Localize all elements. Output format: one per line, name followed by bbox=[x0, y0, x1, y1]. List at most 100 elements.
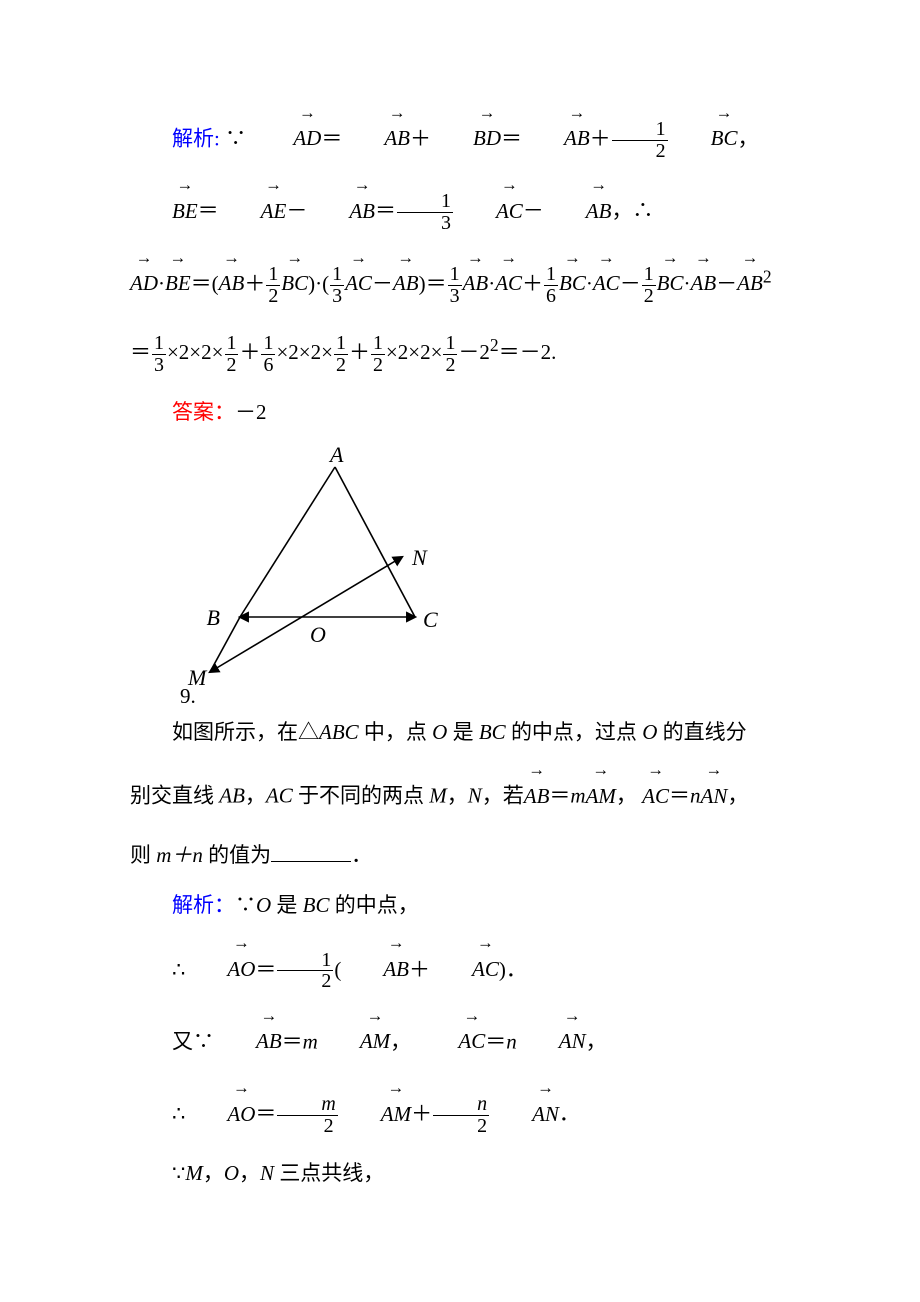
vec-BC: BC bbox=[281, 245, 308, 317]
fill-blank bbox=[271, 848, 351, 862]
fraction: 13 bbox=[152, 333, 166, 376]
separator: ， bbox=[737, 126, 758, 150]
text-N: N bbox=[260, 1161, 274, 1185]
text: ×2×2× bbox=[386, 340, 443, 364]
text-O: O bbox=[642, 720, 657, 744]
var-m: m bbox=[303, 1029, 318, 1053]
text-BC: BC bbox=[479, 720, 506, 744]
text: 的中点， bbox=[330, 893, 419, 917]
vec-BC: BC bbox=[669, 100, 738, 172]
eq: ＝ bbox=[255, 957, 276, 981]
because-symbol: ∵ bbox=[225, 126, 246, 150]
vec-AB: AB bbox=[524, 757, 550, 829]
label-A: A bbox=[328, 447, 344, 467]
fraction: n2 bbox=[433, 1094, 489, 1137]
vec-AC: AC bbox=[642, 757, 669, 829]
fraction: 12 bbox=[612, 119, 668, 162]
fraction: 12 bbox=[371, 333, 385, 376]
label-analysis: 解析： bbox=[172, 893, 235, 917]
text-BC: BC bbox=[303, 893, 330, 917]
sup: 2 bbox=[490, 335, 499, 355]
label-C: C bbox=[423, 607, 438, 632]
sep: ， bbox=[727, 784, 748, 808]
p9-sol-line4: ∴AO＝m2AM＋n2AN． bbox=[130, 1075, 810, 1147]
problem9-figure: A B C N M O bbox=[180, 447, 810, 692]
fraction: 12 bbox=[277, 950, 333, 993]
vec-AB: AB bbox=[691, 245, 717, 317]
expr-m-n: m＋n bbox=[156, 843, 203, 867]
text: 中，点 bbox=[359, 720, 433, 744]
because-symbol: ∵ bbox=[172, 1161, 185, 1185]
also-because: 又∵ bbox=[172, 1029, 214, 1053]
label-analysis: 解析: bbox=[172, 126, 220, 150]
vec-AB: AB bbox=[393, 245, 419, 317]
var-n: n bbox=[690, 784, 701, 808]
text-O: O bbox=[256, 893, 271, 917]
text: 如图所示，在△ bbox=[172, 720, 319, 744]
sep: ， bbox=[586, 1029, 607, 1053]
vec-AC: AC bbox=[345, 245, 372, 317]
sep: ， bbox=[239, 1161, 260, 1185]
text: ＝－2. bbox=[499, 340, 557, 364]
vec-AB: AB bbox=[737, 245, 763, 317]
fraction: 13 bbox=[397, 191, 453, 234]
fraction: m2 bbox=[277, 1094, 337, 1137]
vec-AM: AM bbox=[586, 757, 616, 829]
text: 三点共线， bbox=[274, 1161, 384, 1185]
p8-analysis-line2: AD·BE＝(AB＋12BC)·(13AC－AB)＝13AB·AC＋16BC·A… bbox=[130, 245, 810, 317]
vec-AB: AB bbox=[463, 245, 489, 317]
sep: ， bbox=[390, 1029, 411, 1053]
var-m: m bbox=[570, 784, 585, 808]
text-O: O bbox=[224, 1161, 239, 1185]
text: ， bbox=[245, 784, 266, 808]
text: ＋ bbox=[239, 340, 260, 364]
text-O: O bbox=[432, 720, 447, 744]
text-AB: AB bbox=[219, 784, 245, 808]
vec-AC: AC bbox=[416, 1003, 485, 1075]
therefore-symbol: ∴ bbox=[172, 957, 185, 981]
vec-AN: AN bbox=[490, 1075, 559, 1147]
text: ， bbox=[447, 784, 468, 808]
p9-sol-line5: ∵M，O，N 三点共线， bbox=[130, 1148, 810, 1198]
fraction: 16 bbox=[261, 333, 275, 376]
fraction: 12 bbox=[443, 333, 457, 376]
vec-AM: AM bbox=[339, 1075, 411, 1147]
p8-analysis-line3: ＝13×2×2×12＋16×2×2×12＋12×2×2×12－22＝－2. bbox=[130, 317, 810, 386]
text: 的直线分 bbox=[657, 720, 746, 744]
text: ． bbox=[351, 843, 372, 867]
close-paren: )． bbox=[499, 957, 527, 981]
problem9-number: 9. bbox=[180, 686, 810, 707]
therefore-symbol: ∴ bbox=[172, 1102, 185, 1126]
text-AC: AC bbox=[266, 784, 293, 808]
vec-BC: BC bbox=[559, 245, 586, 317]
label-N: N bbox=[411, 545, 428, 570]
plus: ＋ bbox=[409, 957, 430, 981]
open-paren: ( bbox=[334, 957, 341, 981]
eq: ＝ bbox=[130, 340, 151, 364]
because-symbol: ∵ bbox=[235, 893, 256, 917]
vec-AC: AC bbox=[593, 245, 620, 317]
text: ，若 bbox=[482, 784, 524, 808]
fraction: 16 bbox=[544, 264, 558, 307]
label-O: O bbox=[310, 622, 326, 647]
fraction: 12 bbox=[266, 264, 280, 307]
text: 的中点，过点 bbox=[506, 720, 643, 744]
sep: ， bbox=[616, 784, 637, 808]
text: ＋ bbox=[349, 340, 370, 364]
fraction: 13 bbox=[330, 264, 344, 307]
triangle-diagram: A B C N M O bbox=[180, 447, 470, 692]
tail: ． bbox=[559, 1102, 580, 1126]
answer-value: －2 bbox=[235, 400, 267, 424]
fraction: 12 bbox=[225, 333, 239, 376]
eq: ＝ bbox=[255, 1102, 276, 1126]
vec-AO: AO bbox=[185, 1075, 255, 1147]
text: －2 bbox=[458, 340, 490, 364]
fraction: 13 bbox=[448, 264, 462, 307]
eq: ＝ bbox=[669, 784, 690, 808]
tail: ，∴ bbox=[611, 199, 653, 223]
text: 的值为 bbox=[203, 843, 271, 867]
vec-BE: BE bbox=[165, 245, 191, 317]
text-ABC: ABC bbox=[319, 720, 359, 744]
text: 是 bbox=[447, 720, 479, 744]
vec-AB: AB bbox=[219, 245, 245, 317]
